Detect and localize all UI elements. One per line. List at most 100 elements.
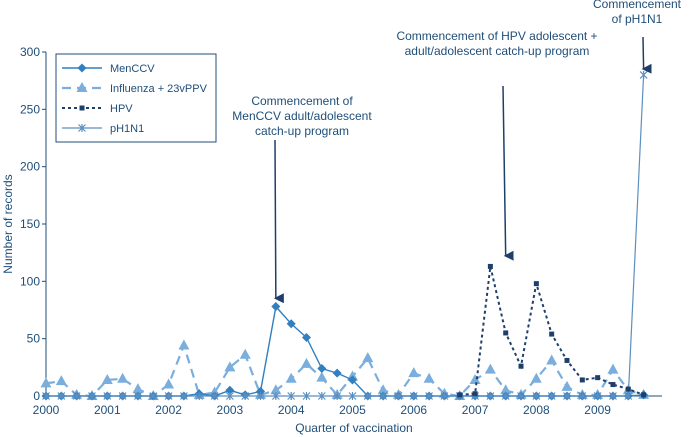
data-point-influenza [270, 384, 282, 395]
data-point-ph1n1 [425, 392, 434, 400]
data-point-influenza [530, 372, 542, 383]
data-point-hpv [625, 386, 631, 392]
data-point-menccv [347, 375, 357, 385]
legend-label: HPV [110, 103, 133, 115]
annotation-text: Commencement [593, 0, 682, 11]
x-tick-label: 2004 [278, 403, 305, 417]
data-point-hpv [487, 263, 493, 269]
data-point-ph1n1 [271, 392, 280, 400]
data-point-ph1n1 [532, 392, 541, 400]
data-point-ph1n1 [486, 392, 495, 400]
legend-item-influenza: Influenza + 23vPPV [62, 82, 208, 95]
legend-label: MenCCV [110, 63, 155, 75]
data-point-influenza [546, 354, 558, 365]
series-line-menccv [46, 305, 644, 397]
annotation-arrow [641, 36, 652, 74]
data-point-hpv [595, 375, 601, 381]
data-point-ph1n1 [501, 392, 510, 400]
data-point-hpv [518, 363, 524, 369]
x-tick-label: 2005 [339, 403, 366, 417]
annotation-text: MenCCV adult/adolescent [232, 109, 372, 123]
data-point-influenza [607, 363, 619, 374]
legend-label: pH1N1 [110, 123, 144, 135]
annotation-text: of pH1N1 [612, 12, 663, 26]
x-axis-label: Quarter of vaccination [295, 421, 412, 435]
data-point-ph1n1 [302, 392, 311, 400]
series-hpv [457, 263, 647, 398]
data-point-influenza [163, 378, 175, 389]
data-point-ph1n1 [164, 392, 173, 400]
data-point-ph1n1 [609, 392, 617, 400]
y-tick-label: 200 [20, 160, 40, 174]
data-point-ph1n1 [563, 392, 571, 400]
data-point-menccv [225, 385, 235, 395]
data-point-influenza [500, 384, 512, 395]
data-point-influenza [408, 367, 420, 378]
y-tick-label: 250 [20, 102, 40, 116]
annotation-text: catch-up program [255, 124, 349, 138]
x-tick-label: 2002 [155, 403, 182, 417]
data-point-ph1n1 [256, 392, 265, 400]
data-point-ph1n1 [195, 392, 204, 400]
series-layer [40, 70, 650, 401]
data-point-ph1n1 [578, 392, 587, 400]
annotation-arrow [502, 85, 514, 261]
legend-marker [77, 63, 87, 73]
x-tick-label: 2001 [94, 403, 121, 417]
data-point-hpv [564, 357, 570, 363]
data-point-ph1n1 [379, 392, 388, 400]
data-point-influenza [469, 373, 481, 384]
legend: MenCCV Influenza + 23vPPV HPV pH1N1 [55, 53, 217, 143]
data-point-influenza [101, 373, 113, 384]
data-point-ph1n1 [57, 392, 66, 400]
data-point-hpv [641, 392, 647, 398]
data-point-hpv [533, 281, 539, 287]
data-point-ph1n1 [241, 392, 250, 400]
x-tick-label: 2000 [33, 403, 60, 417]
annotation-2: Commencement of HPV adolescent +adult/ad… [396, 29, 598, 261]
y-axis-label: Number of records [1, 174, 15, 273]
data-point-influenza [362, 352, 374, 363]
data-point-ph1n1 [348, 392, 357, 400]
x-tick-label: 2009 [584, 403, 611, 417]
x-tick-label: 2003 [217, 403, 244, 417]
data-point-hpv [579, 377, 585, 383]
y-tick-label: 150 [20, 217, 40, 231]
annotation-text: Commencement of [251, 94, 353, 108]
data-point-influenza [285, 372, 297, 383]
data-point-ph1n1 [593, 392, 602, 400]
data-point-menccv [317, 363, 327, 373]
legend-label: Influenza + 23vPPV [110, 83, 208, 95]
data-point-ph1n1 [72, 392, 81, 400]
data-point-ph1n1 [409, 392, 418, 400]
data-point-influenza [377, 384, 389, 395]
data-point-ph1n1 [103, 392, 112, 400]
data-point-influenza [423, 372, 435, 383]
legend-item-ph1n1: pH1N1 [62, 123, 144, 135]
legend-marker [76, 82, 88, 92]
series-line-hpv [459, 266, 644, 396]
data-point-influenza [300, 357, 312, 368]
data-point-menccv [301, 333, 311, 343]
data-point-hpv [610, 382, 616, 388]
annotation-text: adult/adolescent catch-up program [405, 44, 590, 58]
data-point-menccv [286, 319, 296, 329]
y-tick-label: 100 [20, 274, 40, 288]
data-point-influenza [239, 348, 251, 359]
series-line-ph1n1 [46, 74, 645, 397]
data-point-ph1n1 [210, 392, 219, 400]
data-point-ph1n1 [333, 392, 342, 400]
data-point-ph1n1 [287, 392, 296, 400]
data-point-ph1n1 [317, 392, 326, 400]
data-point-influenza [224, 361, 236, 372]
data-point-ph1n1 [517, 392, 525, 400]
data-point-influenza [561, 380, 573, 391]
series-line-influenza [45, 342, 644, 398]
data-point-influenza [132, 383, 144, 394]
series-ph1n1 [42, 70, 648, 400]
legend-item-hpv: HPV [62, 103, 133, 115]
data-point-ph1n1 [225, 392, 234, 400]
data-point-influenza [117, 372, 129, 383]
